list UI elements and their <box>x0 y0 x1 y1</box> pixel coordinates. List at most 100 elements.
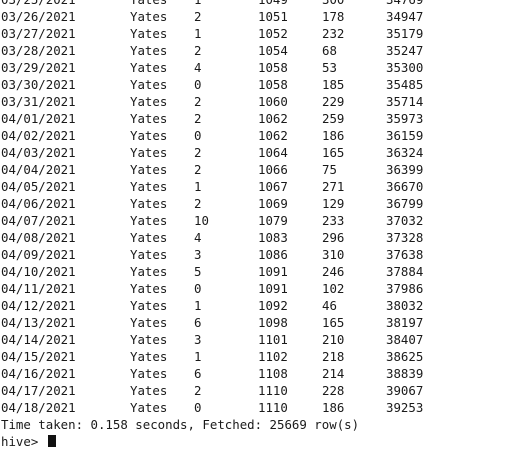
date-cell: 04/18/2021 <box>1 400 76 415</box>
result-row: 04/17/2021 Yates 2 1110 228 39067 <box>1 382 523 399</box>
total-cell: 35714 <box>386 94 424 109</box>
county-cell: Yates <box>130 366 168 381</box>
result-row: 04/05/2021 Yates 1 1067 271 36670 <box>1 178 523 195</box>
county-cell: Yates <box>130 298 168 313</box>
result-row: 04/04/2021 Yates 2 1066 75 36399 <box>1 161 523 178</box>
result-row: 03/27/2021 Yates 1 1052 232 35179 <box>1 25 523 42</box>
result-row: 04/10/2021 Yates 5 1091 246 37884 <box>1 263 523 280</box>
total-cell: 35485 <box>386 77 424 92</box>
date-cell: 03/28/2021 <box>1 43 76 58</box>
date-cell: 04/08/2021 <box>1 230 76 245</box>
value-cell: 228 <box>322 383 345 398</box>
new-cases-cell: 2 <box>194 94 202 109</box>
new-cases-cell: 4 <box>194 60 202 75</box>
date-cell: 03/27/2021 <box>1 26 76 41</box>
command-prompt-line[interactable]: hive> <box>1 433 523 450</box>
total-cell: 38407 <box>386 332 424 347</box>
county-cell: Yates <box>130 179 168 194</box>
result-row: 03/30/2021 Yates 0 1058 185 35485 <box>1 76 523 93</box>
result-rows: 03/25/2021Yates110493003476903/26/2021Ya… <box>1 0 523 416</box>
total-cell: 37032 <box>386 213 424 228</box>
cumulative-cell: 1049 <box>258 0 288 8</box>
value-cell: 300 <box>322 0 344 8</box>
date-cell: 03/30/2021 <box>1 77 76 92</box>
county-cell: Yates <box>130 349 168 364</box>
result-row: 04/07/2021 Yates 10 1079 233 37032 <box>1 212 523 229</box>
total-cell: 35247 <box>386 43 424 58</box>
value-cell: 310 <box>322 247 345 262</box>
result-row: 03/31/2021 Yates 2 1060 229 35714 <box>1 93 523 110</box>
cumulative-cell: 1101 <box>258 332 288 347</box>
new-cases-cell: 1 <box>194 26 202 41</box>
result-row: 04/18/2021 Yates 0 1110 186 39253 <box>1 399 523 416</box>
date-cell: 04/11/2021 <box>1 281 76 296</box>
date-cell: 04/04/2021 <box>1 162 76 177</box>
new-cases-cell: 1 <box>194 349 202 364</box>
total-cell: 39253 <box>386 400 424 415</box>
value-cell: 232 <box>322 26 345 41</box>
result-row: 04/06/2021 Yates 2 1069 129 36799 <box>1 195 523 212</box>
value-cell: 102 <box>322 281 345 296</box>
cumulative-cell: 1110 <box>258 400 288 415</box>
cumulative-cell: 1083 <box>258 230 288 245</box>
new-cases-cell: 3 <box>194 332 202 347</box>
result-row: 04/12/2021 Yates 1 1092 46 38032 <box>1 297 523 314</box>
county-cell: Yates <box>130 196 168 211</box>
date-cell: 03/29/2021 <box>1 60 76 75</box>
cumulative-cell: 1066 <box>258 162 288 177</box>
date-cell: 04/01/2021 <box>1 111 76 126</box>
date-cell: 04/12/2021 <box>1 298 76 313</box>
county-cell: Yates <box>130 60 168 75</box>
value-cell: 178 <box>322 9 345 24</box>
county-cell: Yates <box>130 111 168 126</box>
total-cell: 37328 <box>386 230 424 245</box>
county-cell: Yates <box>130 77 168 92</box>
value-cell: 229 <box>322 94 345 109</box>
cumulative-cell: 1086 <box>258 247 288 262</box>
cumulative-cell: 1110 <box>258 383 288 398</box>
total-cell: 36399 <box>386 162 424 177</box>
date-cell: 04/17/2021 <box>1 383 76 398</box>
value-cell: 53 <box>322 60 337 75</box>
county-cell: Yates <box>130 26 168 41</box>
total-cell: 38032 <box>386 298 424 313</box>
value-cell: 214 <box>322 366 345 381</box>
county-cell: Yates <box>130 230 168 245</box>
cursor-block[interactable] <box>47 435 56 447</box>
new-cases-cell: 2 <box>194 196 202 211</box>
date-cell: 04/15/2021 <box>1 349 76 364</box>
county-cell: Yates <box>130 145 168 160</box>
county-cell: Yates <box>130 213 168 228</box>
value-cell: 186 <box>322 400 345 415</box>
new-cases-cell: 0 <box>194 77 202 92</box>
value-cell: 246 <box>322 264 345 279</box>
value-cell: 75 <box>322 162 337 177</box>
date-cell: 04/03/2021 <box>1 145 76 160</box>
date-cell: 04/16/2021 <box>1 366 76 381</box>
date-cell: 04/14/2021 <box>1 332 76 347</box>
value-cell: 186 <box>322 128 345 143</box>
new-cases-cell: 4 <box>194 230 202 245</box>
cumulative-cell: 1102 <box>258 349 288 364</box>
new-cases-cell: 10 <box>194 213 209 228</box>
cumulative-cell: 1067 <box>258 179 288 194</box>
cumulative-cell: 1060 <box>258 94 288 109</box>
total-cell: 36670 <box>386 179 424 194</box>
value-cell: 68 <box>322 43 337 58</box>
total-cell: 35973 <box>386 111 424 126</box>
total-cell: 37986 <box>386 281 424 296</box>
total-cell: 37884 <box>386 264 424 279</box>
result-row: 04/01/2021 Yates 2 1062 259 35973 <box>1 110 523 127</box>
result-row: 03/25/2021 Yates 1 1049 300 34769 <box>1 0 523 8</box>
value-cell: 185 <box>322 77 345 92</box>
value-cell: 296 <box>322 230 345 245</box>
value-cell: 218 <box>322 349 345 364</box>
county-cell: Yates <box>130 332 168 347</box>
county-cell: Yates <box>130 0 167 8</box>
county-cell: Yates <box>130 9 168 24</box>
date-cell: 04/09/2021 <box>1 247 76 262</box>
date-cell: 04/13/2021 <box>1 315 76 330</box>
county-cell: Yates <box>130 162 168 177</box>
query-status-line: Time taken: 0.158 seconds, Fetched: 2566… <box>1 417 360 432</box>
